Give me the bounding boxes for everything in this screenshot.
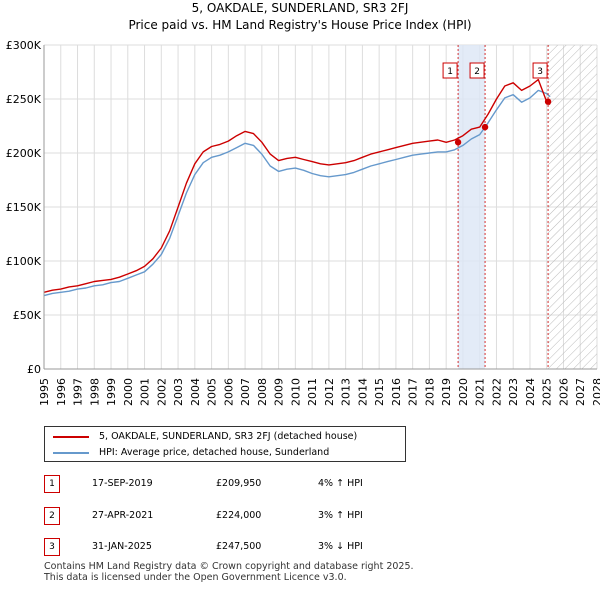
x-tick-label: 2019 bbox=[440, 378, 453, 406]
x-tick-label: 2000 bbox=[122, 378, 135, 406]
transaction-price: £247,500 bbox=[216, 541, 262, 552]
x-tick-label: 2008 bbox=[256, 378, 269, 406]
x-tick-label: 2011 bbox=[306, 378, 319, 406]
x-tick-label: 2004 bbox=[189, 378, 202, 406]
sale-point bbox=[454, 139, 462, 146]
x-tick-label: 2015 bbox=[373, 378, 386, 406]
sale-marker-label: 2 bbox=[474, 67, 480, 77]
footer-copyright: Contains HM Land Registry data © Crown c… bbox=[44, 561, 414, 583]
y-tick-label: £150K bbox=[6, 201, 42, 214]
x-tick-label: 2009 bbox=[273, 378, 286, 406]
sale-point bbox=[481, 123, 489, 131]
x-tick-label: 2022 bbox=[490, 378, 503, 406]
transaction-price: £224,000 bbox=[216, 510, 262, 521]
transaction-date: 27-APR-2021 bbox=[92, 510, 154, 521]
y-tick-label: £0 bbox=[27, 363, 41, 376]
x-tick-label: 1998 bbox=[88, 378, 101, 406]
forecast-hatch-region bbox=[548, 45, 597, 369]
x-tick-label: 2025 bbox=[541, 378, 554, 406]
legend-swatch-property bbox=[53, 436, 89, 438]
x-tick-label: 2003 bbox=[172, 378, 185, 406]
sale-marker-box bbox=[469, 62, 485, 79]
transaction-date: 17-SEP-2019 bbox=[92, 478, 153, 489]
price-chart: 1 2 3 £0 £50K £100K £150K £200K £250K £300K 1995… bbox=[6, 39, 600, 406]
transaction-row: 3 31-JAN-2025 £247,500 3% ↓ HPI bbox=[0, 538, 600, 558]
footer-line-1: Contains HM Land Registry data © Crown c… bbox=[44, 561, 414, 572]
x-tick-label: 2018 bbox=[423, 378, 436, 406]
transaction-number: 1 bbox=[44, 475, 60, 493]
x-tick-label: 2005 bbox=[206, 378, 219, 406]
x-tick-label: 1995 bbox=[38, 378, 51, 406]
x-tick-label: 2007 bbox=[239, 378, 252, 406]
x-tick-label: 1997 bbox=[72, 378, 85, 406]
chart-title-line1: 5, OAKDALE, SUNDERLAND, SR3 2FJ bbox=[191, 1, 409, 15]
x-tick-label: 2024 bbox=[524, 378, 537, 406]
x-tick-label: 2027 bbox=[574, 378, 587, 406]
x-tick-label: 2012 bbox=[323, 378, 336, 406]
legend-label-property: 5, OAKDALE, SUNDERLAND, SR3 2FJ (detache… bbox=[99, 431, 358, 442]
transaction-number: 3 bbox=[44, 538, 60, 556]
y-tick-label: £100K bbox=[6, 255, 42, 268]
x-tick-label: 2028 bbox=[591, 378, 600, 406]
x-tick-label: 2023 bbox=[507, 378, 520, 406]
transaction-hpi-diff: 3% ↑ HPI bbox=[318, 510, 363, 521]
x-tick-label: 2013 bbox=[340, 378, 353, 406]
footer-line-2: This data is licensed under the Open Gov… bbox=[44, 572, 347, 583]
x-tick-label: 2002 bbox=[155, 378, 168, 406]
x-tick-label: 2016 bbox=[390, 378, 403, 406]
sale-marker-box bbox=[532, 62, 548, 79]
chart-title-line2: Price paid vs. HM Land Registry's House … bbox=[128, 18, 472, 32]
y-tick-label: £50K bbox=[13, 309, 42, 322]
transaction-price: £209,950 bbox=[216, 478, 262, 489]
y-tick-label: £300K bbox=[6, 39, 42, 52]
legend-swatch-hpi bbox=[53, 452, 89, 454]
x-tick-label: 2020 bbox=[457, 378, 470, 406]
transaction-row: 1 17-SEP-2019 £209,950 4% ↑ HPI bbox=[0, 475, 600, 495]
transaction-number: 2 bbox=[44, 507, 60, 525]
sale-marker-label: 1 bbox=[447, 67, 453, 77]
property-series-line bbox=[43, 78, 551, 293]
x-tick-label: 2001 bbox=[139, 378, 152, 406]
transaction-row: 2 27-APR-2021 £224,000 3% ↑ HPI bbox=[0, 507, 600, 527]
x-tick-label: 1999 bbox=[105, 378, 118, 406]
legend-label-hpi: HPI: Average price, detached house, Sund… bbox=[99, 447, 330, 458]
sale-marker-box bbox=[442, 62, 458, 79]
x-tick-label: 2026 bbox=[557, 378, 570, 406]
transaction-hpi-diff: 3% ↓ HPI bbox=[318, 541, 363, 552]
chart-legend: 5, OAKDALE, SUNDERLAND, SR3 2FJ (detache… bbox=[44, 426, 406, 462]
transaction-date: 31-JAN-2025 bbox=[92, 541, 152, 552]
x-tick-label: 2021 bbox=[474, 378, 487, 406]
hpi-series-line bbox=[43, 89, 551, 297]
y-tick-label: £200K bbox=[6, 147, 42, 160]
x-tick-label: 2014 bbox=[356, 378, 369, 406]
sale-point bbox=[544, 98, 552, 105]
x-tick-label: 1996 bbox=[55, 378, 68, 406]
sale-marker-label: 3 bbox=[537, 67, 543, 77]
y-tick-label: £250K bbox=[6, 93, 42, 106]
x-tick-label: 2006 bbox=[222, 378, 235, 406]
x-tick-label: 2017 bbox=[407, 378, 420, 406]
transaction-hpi-diff: 4% ↑ HPI bbox=[318, 478, 363, 489]
sale-period-shading bbox=[458, 45, 486, 369]
x-tick-label: 2010 bbox=[289, 378, 302, 406]
